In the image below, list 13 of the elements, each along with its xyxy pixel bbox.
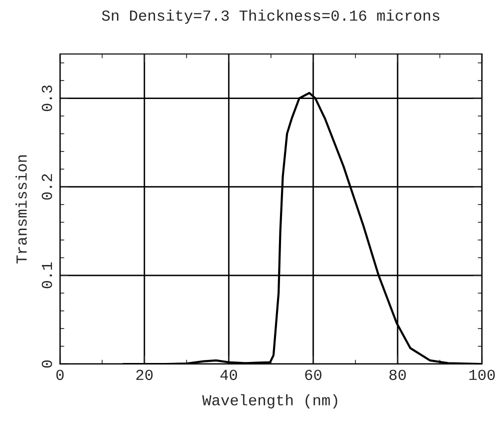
x-tick-label: 60 <box>305 370 322 380</box>
y-axis-title: Transmission <box>16 155 27 264</box>
x-tick-label: 100 <box>469 370 495 380</box>
y-tick-label: 0.1 <box>42 262 52 288</box>
y-tick-label: 0.2 <box>42 174 52 200</box>
x-axis-title: Wavelength (nm) <box>202 394 338 408</box>
x-tick-label: 80 <box>389 370 406 380</box>
y-tick-label: 0.3 <box>42 86 52 112</box>
y-tick-label: 0 <box>42 360 52 368</box>
x-tick-label: 20 <box>136 370 153 380</box>
x-tick-label: 40 <box>220 370 238 380</box>
chart-title: Sn Density=7.3 Thickness=0.16 microns <box>102 10 440 24</box>
x-tick-label: 0 <box>56 370 64 380</box>
